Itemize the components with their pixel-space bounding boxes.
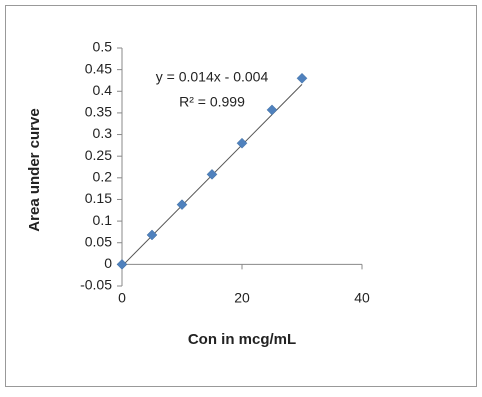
y-tick-label: 0.15	[85, 190, 112, 206]
x-axis-label: Con in mcg/mL	[188, 331, 296, 348]
point	[146, 229, 158, 241]
y-tick-label: 0.05	[85, 233, 112, 249]
y-tick-label: 0.25	[85, 147, 112, 163]
x-tick-label: 40	[354, 290, 370, 306]
y-tick-label: 0.45	[85, 60, 112, 76]
point	[206, 169, 218, 180]
y-tick-label: 0.1	[93, 212, 113, 228]
y-tick-label: 0.35	[85, 104, 112, 120]
y-tick-label: 0	[104, 255, 112, 271]
y-tick-label: 0.3	[93, 125, 113, 141]
y-axis-label: Area under curve	[26, 108, 43, 231]
y-tick-label: 0.2	[93, 169, 113, 185]
y-tick-label: 0.5	[93, 39, 113, 55]
point	[236, 137, 248, 149]
y-tick-label: -0.05	[80, 277, 112, 293]
point	[116, 259, 128, 270]
point	[266, 104, 278, 116]
point	[296, 72, 308, 84]
annotation: R² = 0.999	[179, 94, 245, 110]
x-tick-label: 0	[118, 290, 126, 306]
x-tick-label: 20	[234, 290, 250, 306]
annotation: y = 0.014x - 0.004	[156, 69, 269, 85]
chart-border	[5, 5, 477, 387]
y-tick-label: 0.4	[93, 82, 113, 98]
point	[176, 199, 188, 211]
